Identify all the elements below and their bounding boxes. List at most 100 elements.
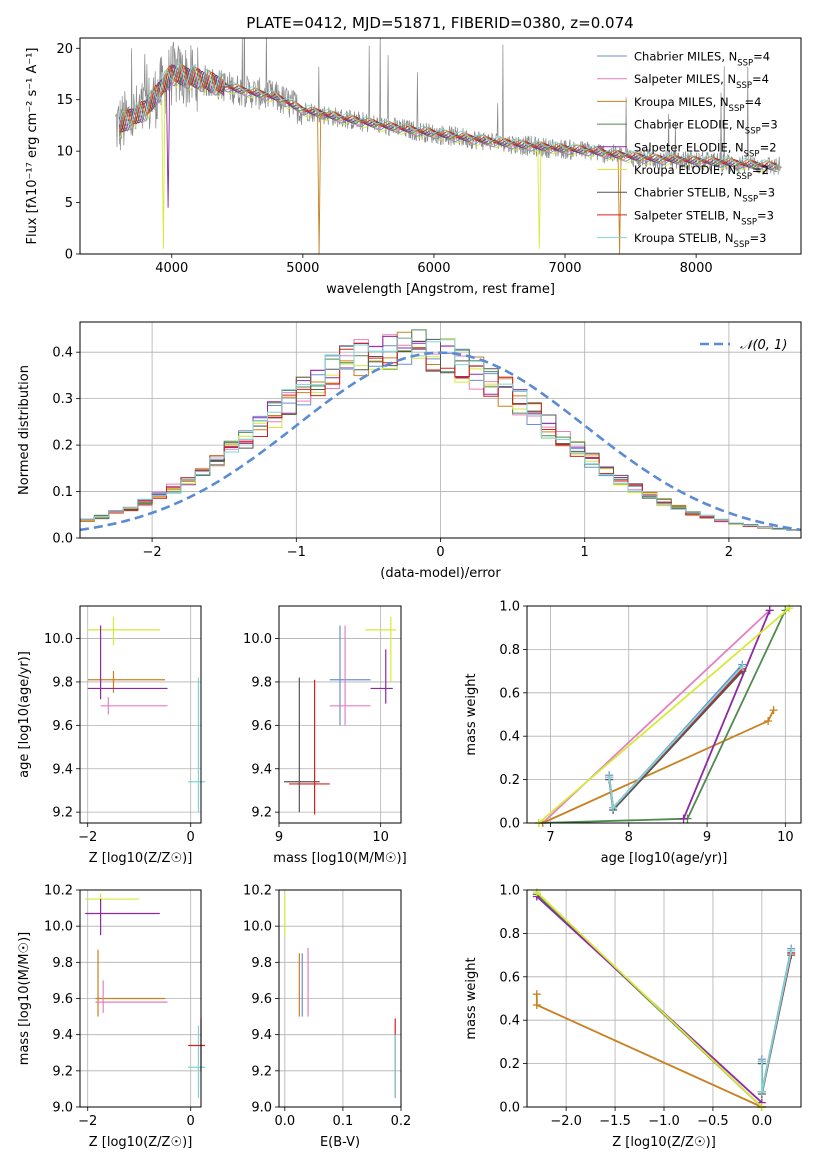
age_vs_Z-ytick-label: 9.4 [52,762,73,777]
mass_vs_ebv-xtick-label: 0.2 [391,1114,412,1129]
massweight_vs_age-marker-kroupa_miles [769,706,778,715]
residuals-ytick-label: 0.2 [52,439,73,454]
spectrum-series-salpeter_elodie [118,64,777,208]
spectrum-series-kroupa_miles [118,63,778,254]
mass_vs_ebv-plot-area [284,893,396,1098]
spectrum-legend-label: Salpeter MILES, NSSP=4 [634,72,769,91]
mass_vs_Z-ytick-label: 10.2 [44,884,73,899]
mass_vs_Z-xlabel: Z [log10(Z/Z☉)] [89,1135,193,1150]
massweight_vs_age-line-salpeter_elodie [682,609,771,820]
mass_vs_Z-ytick-label: 9.0 [52,1101,73,1116]
residuals-ytick-label: 0.4 [52,346,73,361]
mass_vs_ebv-ytick-label: 9.8 [251,956,272,971]
massweight_vs_age-xtick-label: 8 [625,830,633,845]
massweight_vs_Z-xtick-label: −1.5 [599,1114,631,1129]
massweight_vs_age-line-kroupa_miles [542,709,775,824]
age_vs_Z-ytick-label: 9.2 [52,806,73,821]
age_vs_mass-ytick-label: 9.6 [251,719,272,734]
mass_vs_ebv-ytick-label: 9.0 [251,1101,272,1116]
massweight_vs_age-plot-area [534,604,794,827]
age_vs_Z-ytick-label: 9.8 [52,675,73,690]
massweight_vs_age-marker-salpeter_elodie [679,814,688,823]
residuals-ytick-label: 0.3 [52,392,73,407]
mass_vs_Z-ytick-label: 9.2 [52,1064,73,1079]
massweight_vs_age-marker-kroupa_stelib [605,773,614,782]
residuals-xtick-label: −1 [287,545,306,560]
mass_vs_ebv-xtick-label: 0.1 [333,1114,354,1129]
massweight_vs_Z-ytick-label: 0.6 [499,970,520,985]
residuals-ytick-label: 0.0 [52,532,73,547]
spectrum-xtick-label: 5000 [286,261,319,276]
massweight_vs_Z-ytick-label: 1.0 [499,884,520,899]
age_vs_Z-xtick-label: −2 [78,830,97,845]
massweight_vs_Z-xtick-label: −0.5 [697,1114,729,1129]
residuals-panel: −2 −1 0 1 2 0.0 0.1 0.2 0.3 0.4 (data-model)/error… [17,321,802,581]
massweight_vs_Z-ytick-label: 0.8 [499,927,520,942]
age_vs_Z-frame [79,605,202,824]
residuals-plot-area [79,329,802,538]
residuals-histogram-kroupa_stelib [79,337,801,538]
massweight_vs_Z-line-kroupa_stelib [761,950,793,1092]
spectrum-legend-label: Salpeter STELIB, NSSP=3 [634,208,774,227]
massweight_vs_age-ytick-label: 0.8 [499,643,520,658]
figure-title: PLATE=0412, MJD=51871, FIBERID=0380, z=0… [246,14,633,32]
massweight_vs_Z-panel: −2.0 −1.5 −1.0 −0.5 0.0 0.0 0.2 0.4 0.6 0.8 1.0 Z [… [464,884,802,1150]
massweight_vs_age-marker-kroupa_stelib [609,803,618,812]
spectrum-plot-area [115,38,782,254]
mass_vs_ebv-ytick-label: 9.2 [251,1064,272,1079]
age_vs_Z-xtick-label: 0 [187,830,195,845]
spectrum-legend-label: Chabrier STELIB, NSSP=3 [634,186,775,205]
massweight_vs_Z-xtick-label: −1.0 [648,1114,680,1129]
age_vs_mass-xtick-label: 9 [275,830,283,845]
age_vs_Z-xlabel: Z [log10(Z/Z☉)] [89,851,193,866]
mass_vs_ebv-xlabel: E(B-V) [320,1135,360,1150]
age_vs_mass-frame [278,605,402,824]
spectrum-ytick-label: 15 [56,93,73,108]
massweight_vs_Z-frame [526,889,802,1108]
spectrum-frame [79,37,802,255]
spectrum-ytick-label: 10 [56,145,73,160]
spectrum-series-kroupa_elodie [119,70,778,249]
age_vs_Z-panel: −2 0 9.2 9.4 9.6 9.8 10.0 Z [log10(Z/Z☉)] age [l… [17,605,206,866]
spectrum-series-kroupa_stelib [118,62,778,167]
massweight_vs_age-ytick-label: 0.0 [499,817,520,832]
mass_vs_ebv-frame [278,889,402,1108]
massweight_vs_age-line-kroupa_elodie [538,607,790,824]
mass_vs_Z-xtick-label: 0 [187,1114,195,1129]
mass_vs_Z-panel: −2 0 9.0 9.2 9.4 9.6 9.8 10.0 10.2 Z [log10(Z/Z☉)… [17,884,206,1150]
spectrum-legend-label: Chabrier ELODIE, NSSP=3 [634,118,778,137]
age_vs_Z-ylabel: age [log10(age/yr)] [17,651,32,778]
massweight_vs_Z-marker-kroupa_stelib [757,1087,766,1096]
massweight_vs_age-marker-kroupa_miles [764,717,773,726]
residuals-ytick-label: 0.1 [52,485,73,500]
massweight_vs_Z-xlabel: Z [log10(Z/Z☉)] [612,1135,716,1150]
age_vs_mass-ytick-label: 10.0 [243,632,272,647]
massweight_vs_Z-line-kroupa_miles [535,994,763,1108]
massweight_vs_age-ytick-label: 0.2 [499,773,520,788]
massweight_vs_Z-marker-kroupa_miles [532,990,541,999]
mass_vs_ebv-ytick-label: 10.0 [243,920,272,935]
mass_vs_ebv-ytick-label: 9.6 [251,992,272,1007]
mass_vs_ebv-ytick-label: 10.2 [243,884,272,899]
spectrum-xtick-label: 6000 [417,261,450,276]
massweight_vs_age-ytick-label: 0.6 [499,686,520,701]
massweight_vs_age-marker-kroupa_stelib [738,662,747,671]
massweight_vs_Z-ytick-label: 0.2 [499,1057,520,1072]
spectrum-panel: 4000 5000 6000 7000 8000 0 5 10 15 20 wavelength [… [25,37,802,297]
massweight_vs_age-xtick-label: 7 [546,830,554,845]
massweight_vs_Z-xtick-label: −2.0 [550,1114,582,1129]
mass_vs_ebv-panel: 0.0 0.1 0.2 9.0 9.2 9.4 9.6 9.8 10.0 10.2 E(B-V) [243,884,411,1151]
residuals-frame [79,321,802,539]
spectrum-ytick-label: 0 [65,248,73,263]
mass_vs_ebv-xtick-label: 0.0 [274,1114,295,1129]
massweight_vs_Z-xtick-label: 0.0 [752,1114,773,1129]
age_vs_mass-xtick-label: 10 [372,830,389,845]
mass_vs_Z-xtick-label: −2 [78,1114,97,1129]
age_vs_Z-plot-area [87,616,206,813]
massweight_vs_age-frame [526,605,802,824]
spectrum-legend-label: Kroupa STELIB, NSSP=3 [634,231,766,250]
massweight_vs_Z-marker-kroupa_miles [532,1001,541,1010]
residuals-xtick-label: 0 [436,545,444,560]
massweight_vs_age-ytick-label: 1.0 [499,600,520,615]
age_vs_mass-ytick-label: 9.2 [251,806,272,821]
